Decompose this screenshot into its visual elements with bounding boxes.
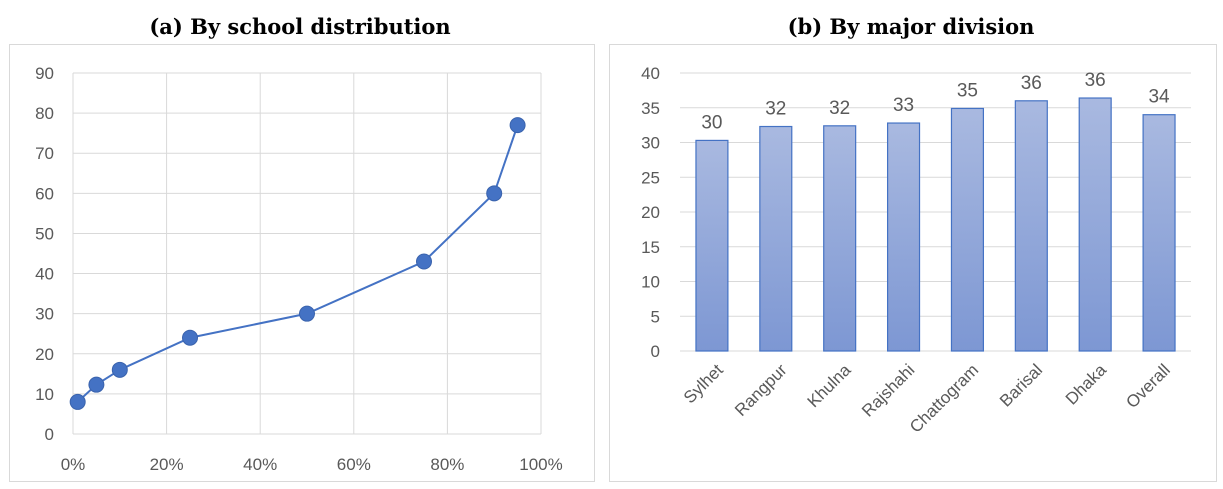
bar xyxy=(695,139,729,352)
x-tick-label: Sylhet xyxy=(680,360,727,407)
data-point xyxy=(182,329,198,346)
y-tick-label: 70 xyxy=(35,144,54,163)
y-tick-label: 40 xyxy=(641,64,660,83)
y-tick-label: 30 xyxy=(641,134,660,153)
y-tick-label: 5 xyxy=(651,307,660,326)
data-label: 35 xyxy=(957,80,978,101)
y-tick-label: 80 xyxy=(35,104,54,123)
data-label: 30 xyxy=(701,112,722,133)
data-label: 36 xyxy=(1021,73,1042,94)
data-label: 32 xyxy=(765,99,786,120)
x-tick-label: 60% xyxy=(337,455,371,474)
x-tick-label: 100% xyxy=(519,455,562,474)
x-tick-label: 40% xyxy=(243,455,277,474)
bar xyxy=(886,122,921,352)
bar xyxy=(759,125,793,352)
x-tick-label: 20% xyxy=(150,455,184,474)
chart-a-frame xyxy=(9,44,595,482)
y-tick-label: 10 xyxy=(641,273,660,292)
bar xyxy=(950,107,985,352)
bar xyxy=(1142,114,1176,352)
data-point xyxy=(416,253,432,270)
y-tick-label: 20 xyxy=(641,203,660,222)
data-label: 32 xyxy=(829,98,850,119)
x-tick-label: Khulna xyxy=(804,360,855,411)
chart-b-title: (b) By major division xyxy=(787,14,1035,39)
x-tick-label: Chattogram xyxy=(906,360,982,436)
x-tick-label: Dhaka xyxy=(1062,360,1111,409)
data-point xyxy=(509,117,526,134)
bar xyxy=(1078,97,1112,352)
y-tick-label: 25 xyxy=(641,168,660,187)
data-label: 36 xyxy=(1085,70,1106,91)
y-tick-label: 10 xyxy=(35,385,54,404)
chart-a-title: (a) By school distribution xyxy=(149,14,451,39)
data-label: 33 xyxy=(893,95,914,116)
bar xyxy=(1014,100,1048,352)
y-tick-label: 20 xyxy=(35,345,54,364)
y-tick-label: 50 xyxy=(35,224,54,243)
x-tick-label: Rajshahi xyxy=(858,360,918,420)
data-label: 34 xyxy=(1148,87,1170,108)
data-point xyxy=(486,185,503,202)
y-tick-label: 40 xyxy=(35,265,54,284)
data-point xyxy=(299,305,315,322)
x-tick-label: Rangpur xyxy=(731,360,791,420)
x-tick-label: Overall xyxy=(1122,360,1174,412)
y-tick-label: 15 xyxy=(641,238,660,257)
x-tick-label: 80% xyxy=(430,455,464,474)
y-tick-label: 0 xyxy=(45,425,54,444)
y-tick-label: 60 xyxy=(35,184,54,203)
y-tick-label: 0 xyxy=(651,342,660,361)
x-tick-label: 0% xyxy=(61,455,86,474)
y-tick-label: 35 xyxy=(641,99,660,118)
bar xyxy=(823,125,857,352)
y-tick-label: 90 xyxy=(35,64,54,83)
x-tick-label: Barisal xyxy=(996,360,1046,410)
data-point xyxy=(69,393,86,410)
data-point xyxy=(111,361,128,378)
data-point xyxy=(88,376,105,393)
y-tick-label: 30 xyxy=(35,305,54,324)
